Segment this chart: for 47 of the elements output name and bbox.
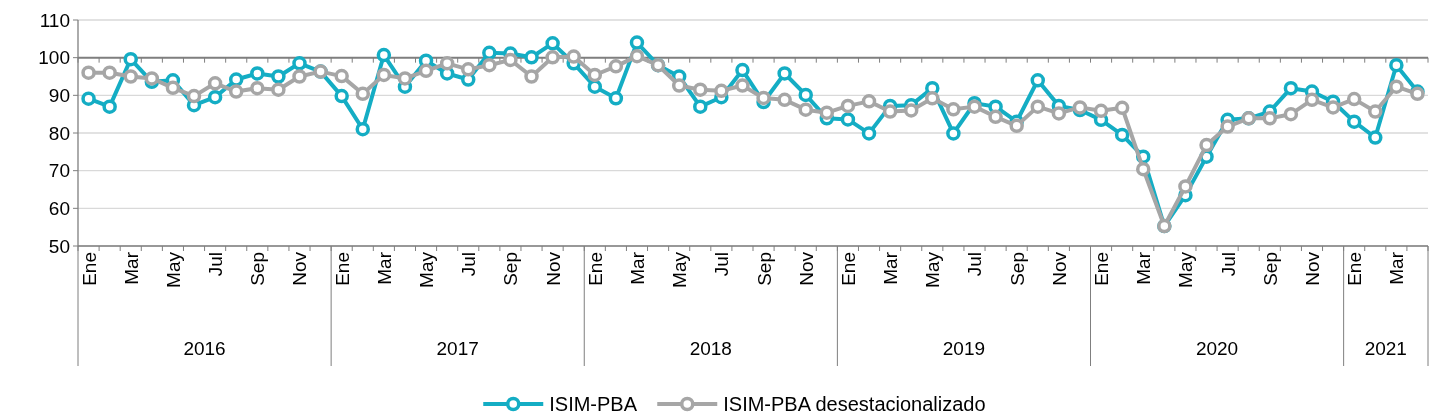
- x-tick-label: May: [669, 251, 691, 288]
- x-tick-label: Sep: [1006, 252, 1028, 286]
- y-tick-label: 110: [39, 9, 70, 31]
- x-tick-label: May: [1175, 251, 1197, 288]
- y-tick-label: 70: [48, 160, 70, 182]
- x-tick-label: Jul: [1217, 252, 1239, 277]
- x-tick-label: Mar: [880, 251, 902, 285]
- x-tick-label: Ene: [78, 252, 100, 286]
- x-tick-label: May: [416, 251, 438, 288]
- x-tick-label: Jul: [205, 252, 227, 277]
- x-tick-label: Jul: [458, 252, 480, 277]
- x-tick-label: May: [922, 251, 944, 288]
- y-tick-label: 60: [48, 197, 70, 219]
- x-tick-label: Ene: [1091, 252, 1113, 286]
- x-tick-label: Ene: [1344, 252, 1366, 286]
- x-tick-label: Sep: [247, 252, 269, 286]
- x-tick-label: Nov: [289, 251, 311, 286]
- text: 2016: [183, 338, 226, 359]
- legend-label: ISIM-PBA: [549, 393, 638, 415]
- text: 2019: [942, 338, 986, 359]
- y-tick-label: 50: [48, 235, 70, 257]
- x-tick-label: Nov: [1301, 251, 1323, 286]
- y-tick-label: 90: [48, 84, 70, 106]
- x-tick-label: Mar: [1386, 251, 1408, 285]
- text: 2020: [1195, 338, 1239, 359]
- x-tick-label: Nov: [795, 251, 817, 286]
- x-tick-label: Nov: [542, 251, 564, 286]
- x-tick-label: Sep: [1259, 252, 1281, 286]
- x-tick-label: Mar: [373, 251, 395, 285]
- x-tick-label: Jul: [964, 252, 986, 277]
- text: 2017: [436, 338, 479, 359]
- x-tick-label: Mar: [626, 251, 648, 285]
- x-tick-label: Sep: [753, 252, 775, 286]
- x-tick-label: Nov: [1048, 251, 1070, 286]
- x-tick-label: Jul: [711, 252, 733, 277]
- x-tick-label: Mar: [1133, 251, 1155, 285]
- text: 2021: [1364, 338, 1407, 359]
- text: 2018: [689, 338, 732, 359]
- x-tick-label: Ene: [331, 252, 353, 286]
- x-tick-label: May: [162, 251, 184, 288]
- y-tick-label: 80: [48, 122, 70, 144]
- x-tick-label: Ene: [584, 252, 606, 286]
- x-tick-label: Mar: [120, 251, 142, 285]
- x-tick-label: Ene: [837, 252, 859, 286]
- x-tick-label: Sep: [500, 252, 522, 286]
- y-tick-label: 100: [38, 47, 70, 69]
- legend-label: ISIM-PBA desestacionalizado: [723, 393, 986, 415]
